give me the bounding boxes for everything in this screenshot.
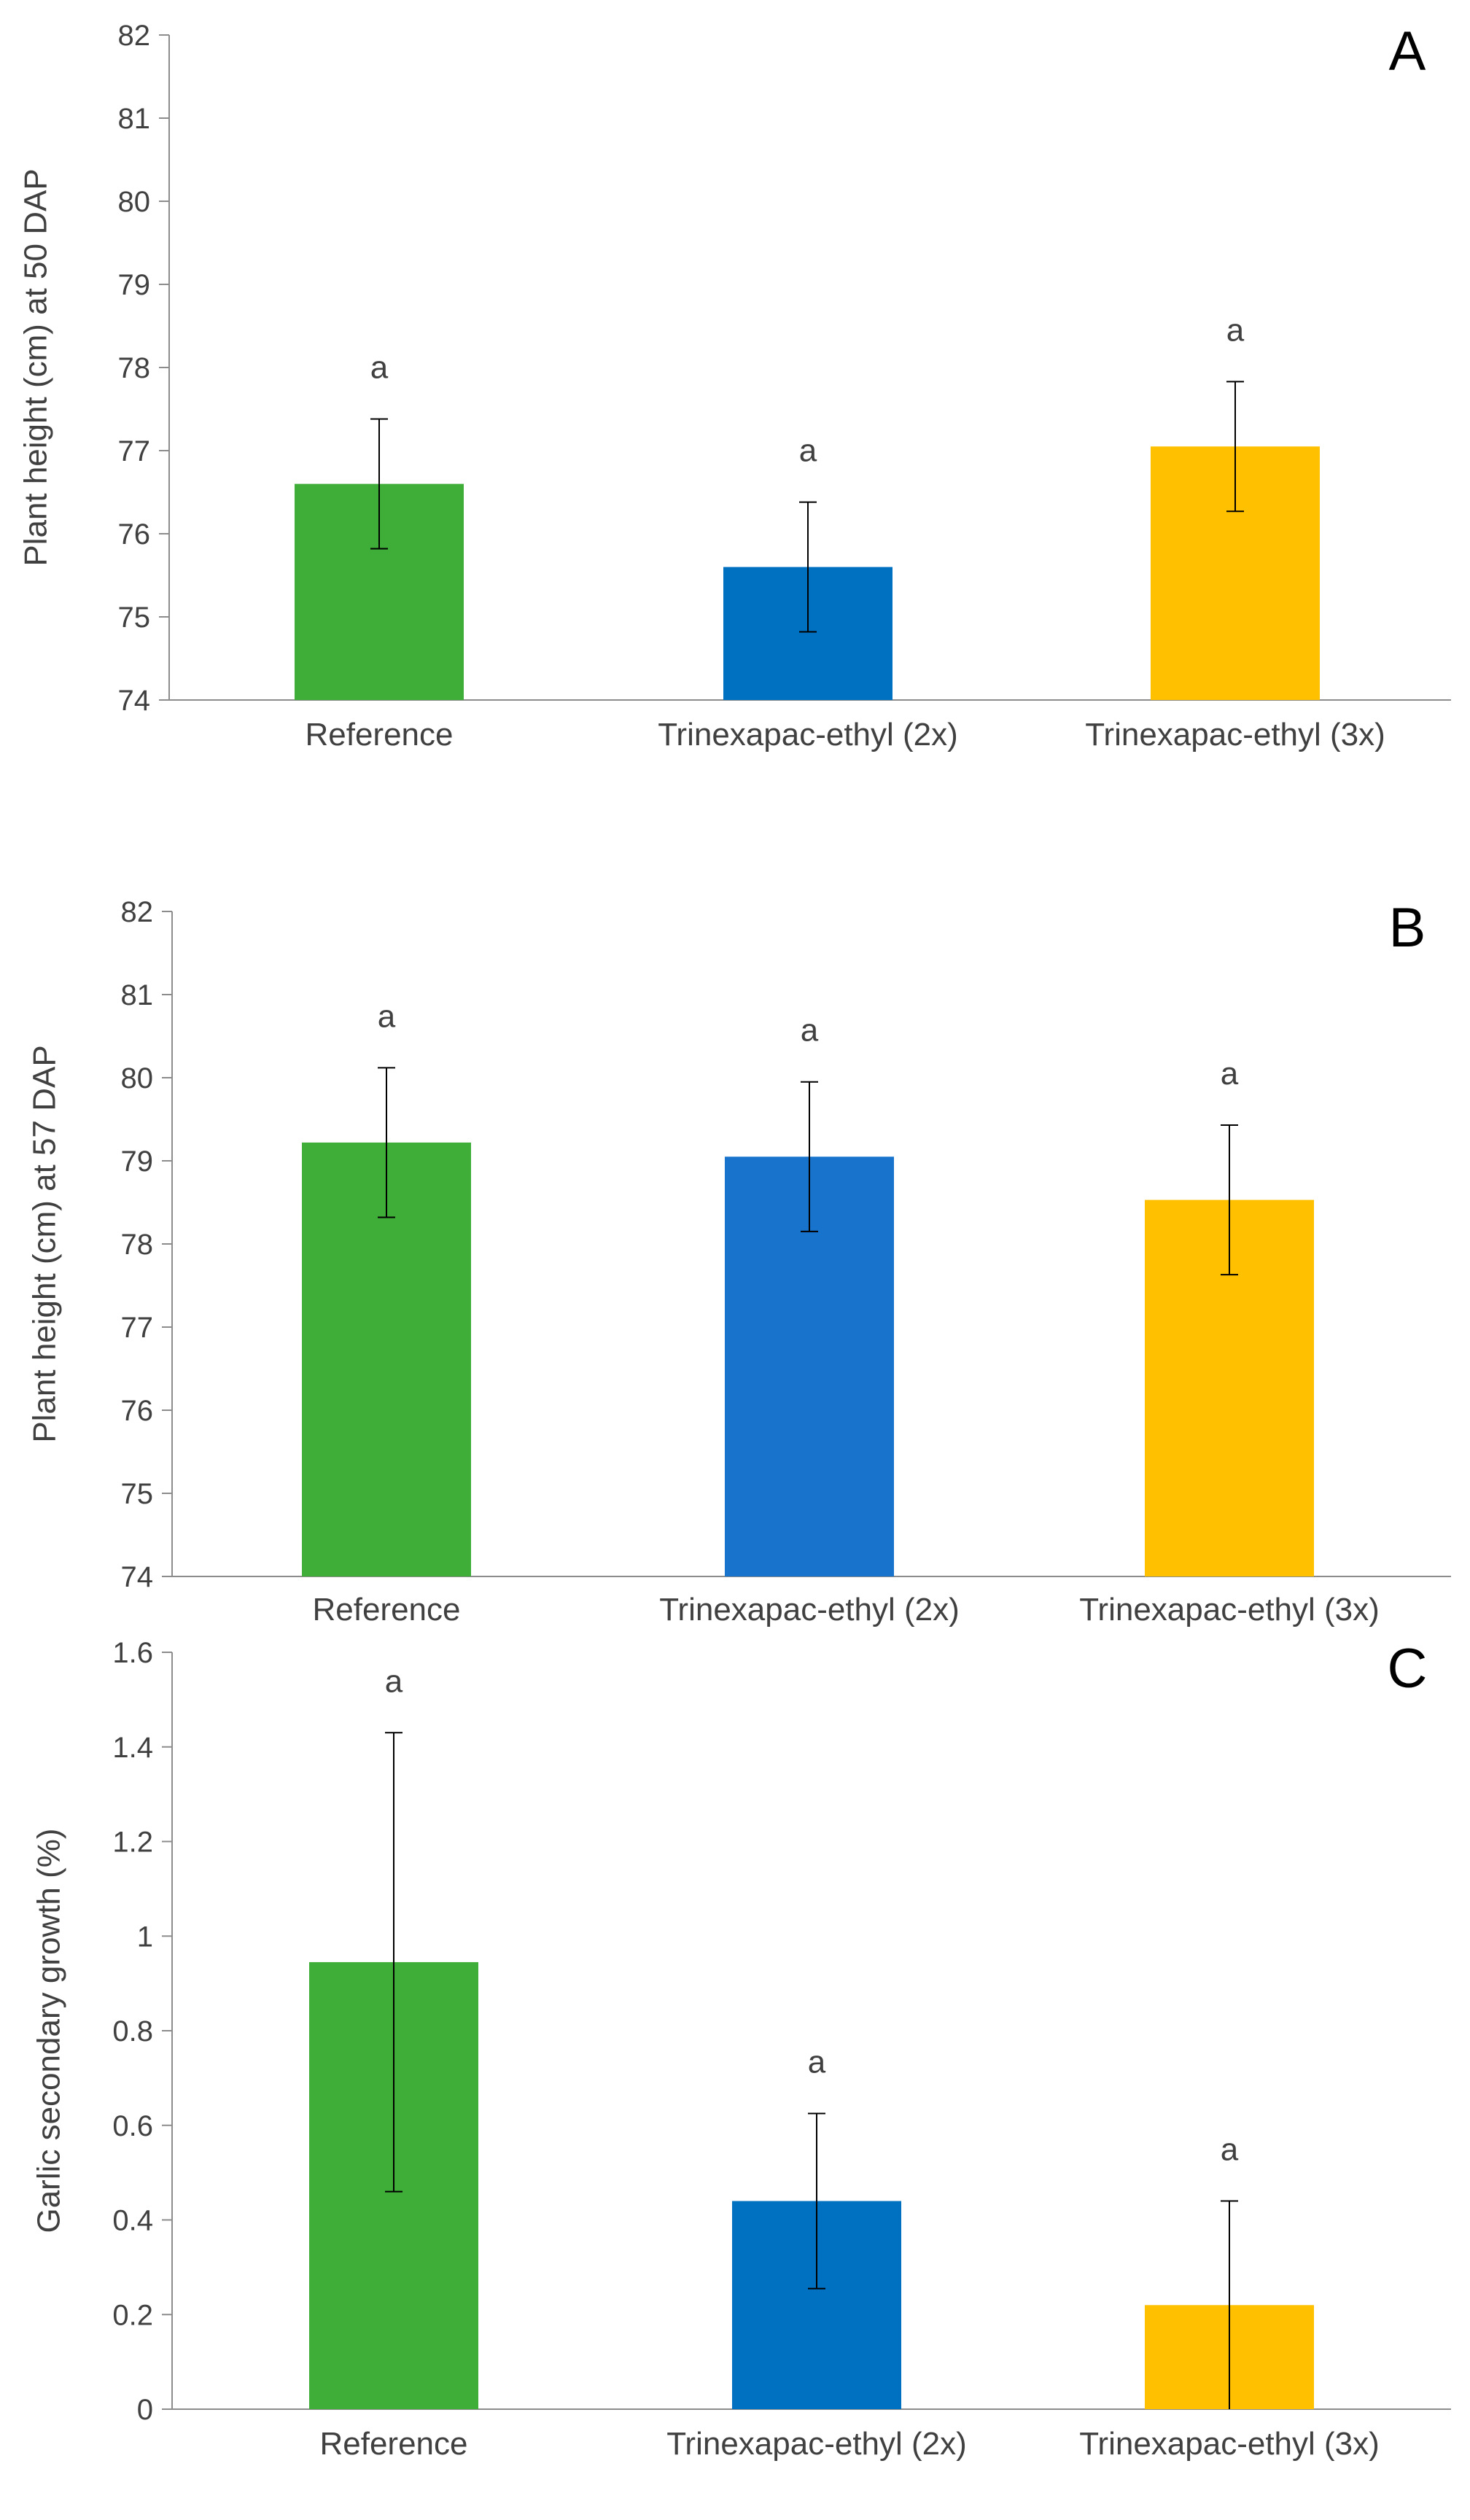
y-tick-label: 1.2	[112, 1827, 153, 1859]
y-tick-label: 1	[137, 1921, 153, 1953]
y-tick-label: 77	[121, 1312, 154, 1344]
category-label: Reference	[319, 2426, 467, 2462]
y-tick-label: 74	[121, 1561, 154, 1593]
chart-panel-c: 0 0.2 0.4 0.6 0.8 1 1.2 1.4 1.6 Garlic secondary …	[31, 1637, 1451, 2462]
y-axis-title: Garlic secondary growth (%)	[31, 1828, 66, 2233]
category-label: Reference	[312, 1592, 460, 1628]
y-tick-label: 0.2	[112, 2299, 153, 2331]
category-label: Trinexapac-ethyl (2x)	[666, 2426, 967, 2462]
y-tick-label: 76	[118, 518, 151, 551]
significance-letter: a	[1221, 1056, 1239, 1092]
y-tick-label: 0.4	[112, 2205, 153, 2237]
y-tick-label: 82	[118, 20, 151, 52]
significance-letter: a	[385, 1663, 403, 1699]
y-tick-label: 79	[118, 269, 151, 301]
y-tick-label: 0.6	[112, 2110, 153, 2142]
y-tick-label: 1.6	[112, 1637, 153, 1669]
category-label: Reference	[305, 717, 453, 752]
chart-panel-a: 74 75 76 77 78 79 80 81 82 Plant height (cm) at 5…	[18, 20, 1451, 752]
y-tick-label: 78	[121, 1229, 154, 1261]
y-axis-title: Plant height (cm) at 57 DAP	[26, 1045, 62, 1442]
y-tick-label: 0.8	[112, 2015, 153, 2048]
y-tick-label: 0	[137, 2394, 153, 2426]
significance-letter: a	[370, 350, 389, 386]
panel-letter: C	[1388, 1638, 1428, 1700]
y-axis-title: Plant height (cm) at 50 DAP	[18, 168, 53, 566]
panel-letter: A	[1389, 20, 1426, 82]
significance-letter: a	[808, 2045, 826, 2080]
y-tick-label: 74	[118, 685, 151, 717]
y-tick-label: 77	[118, 435, 151, 467]
significance-letter: a	[378, 998, 396, 1034]
category-label: Trinexapac-ethyl (3x)	[1079, 2426, 1380, 2462]
y-tick-label: 80	[118, 186, 151, 218]
category-label: Trinexapac-ethyl (3x)	[1085, 717, 1385, 752]
significance-letter: a	[801, 1013, 819, 1049]
y-tick-label: 1.4	[112, 1732, 153, 1764]
y-tick-label: 81	[121, 979, 154, 1011]
y-tick-label: 81	[118, 103, 151, 135]
significance-letter: a	[1221, 2132, 1239, 2168]
y-tick-label: 82	[121, 896, 154, 928]
y-tick-label: 78	[118, 352, 151, 384]
category-label: Trinexapac-ethyl (3x)	[1079, 1592, 1380, 1628]
significance-letter: a	[1226, 312, 1245, 348]
category-label: Trinexapac-ethyl (2x)	[658, 717, 958, 752]
panel-letter: B	[1389, 897, 1426, 959]
y-tick-label: 80	[121, 1062, 154, 1094]
y-tick-label: 75	[121, 1478, 154, 1510]
y-tick-label: 79	[121, 1146, 154, 1178]
y-tick-label: 76	[121, 1395, 154, 1427]
chart-panel-b: 74 75 76 77 78 79 80 81 82 Plant height (cm) at 5…	[26, 896, 1451, 1628]
y-tick-label: 75	[118, 602, 151, 634]
category-label: Trinexapac-ethyl (2x)	[659, 1592, 960, 1628]
significance-letter: a	[799, 433, 817, 469]
